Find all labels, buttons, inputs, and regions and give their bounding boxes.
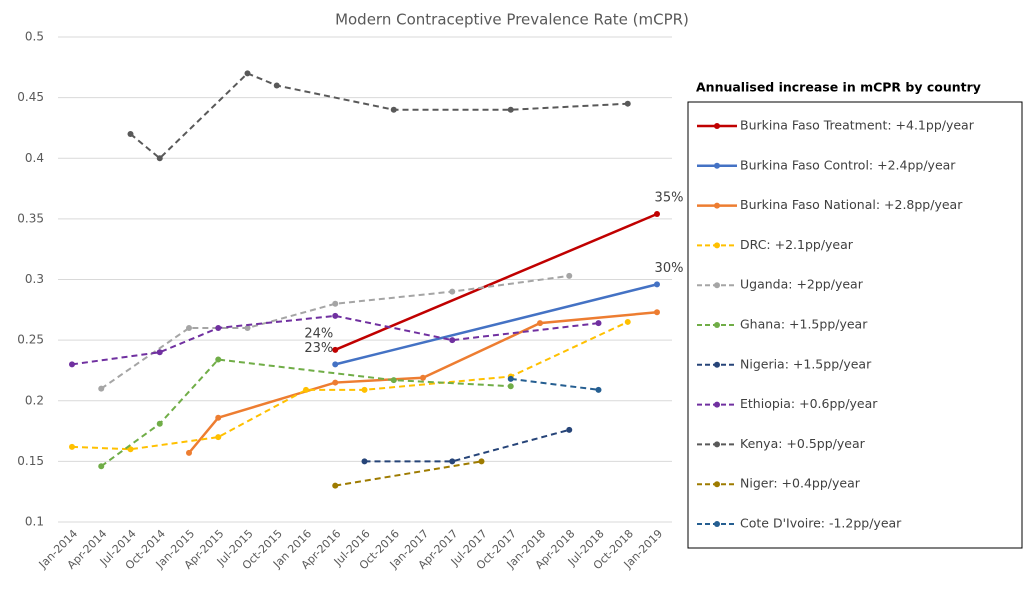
y-tick-label: 0.45 [17, 90, 44, 104]
y-tick-label: 0.3 [25, 272, 44, 286]
data-point [98, 463, 105, 470]
legend-label: Ethiopia: +0.6pp/year [740, 396, 878, 411]
data-point [420, 374, 426, 381]
data-point [478, 458, 485, 465]
data-point [273, 82, 280, 89]
legend-label: Burkina Faso Control: +2.4pp/year [740, 157, 956, 172]
data-point [654, 281, 660, 288]
series-line [334, 212, 658, 351]
legend-label: Uganda: +2pp/year [740, 277, 864, 292]
data-point [566, 426, 573, 433]
data-point [595, 386, 602, 393]
series-line [71, 321, 629, 451]
y-tick-label: 0.1 [25, 515, 44, 529]
series-line [188, 310, 658, 454]
data-point [215, 325, 222, 331]
data-point [127, 446, 134, 453]
legend-label: Nigeria: +1.5pp/year [740, 356, 872, 371]
data-point [449, 458, 456, 465]
data-point [303, 386, 309, 393]
data-point [244, 70, 251, 77]
data-point [449, 337, 456, 344]
legend-marker [714, 521, 720, 527]
data-point [215, 414, 222, 421]
data-point [449, 288, 456, 295]
legend-marker [714, 441, 720, 448]
legend-label: Burkina Faso Treatment: +4.1pp/year [740, 118, 975, 133]
data-label: 30% [655, 261, 684, 276]
data-point [127, 131, 134, 137]
legend-label: Cote D'Ivoire: -1.2pp/year [740, 516, 902, 531]
data-point [332, 346, 339, 353]
data-point [654, 211, 660, 218]
legend-label: Kenya: +0.5pp/year [740, 436, 866, 451]
legend-marker [714, 162, 720, 169]
legend-marker [714, 123, 720, 129]
legend-marker [714, 401, 720, 408]
legend-marker [714, 481, 720, 488]
legend-marker [714, 361, 720, 368]
series-line [100, 358, 511, 468]
series-line [129, 72, 628, 160]
y-tick-label: 0.25 [17, 333, 44, 347]
data-point [215, 356, 222, 363]
y-tick-label: 0.5 [25, 30, 44, 44]
y-tick-label: 0.15 [17, 454, 44, 468]
data-point [390, 377, 397, 384]
series-line [364, 428, 570, 463]
data-point [69, 443, 75, 450]
legend-marker [714, 242, 720, 249]
data-point [332, 361, 339, 368]
data-point [507, 106, 514, 113]
chart-title: Modern Contraceptive Prevalence Rate (mC… [335, 11, 689, 29]
data-point [156, 349, 163, 356]
data-point [69, 361, 75, 368]
data-point [332, 312, 339, 319]
data-label: 23% [304, 341, 333, 356]
data-point [595, 320, 602, 327]
data-point [332, 300, 339, 307]
y-tick-label: 0.2 [25, 393, 44, 407]
data-label: 24% [304, 326, 333, 341]
legend-marker [714, 202, 720, 209]
data-point [98, 385, 105, 392]
data-point [624, 100, 631, 107]
data-point [156, 155, 163, 162]
legend-label: DRC: +2.1pp/year [740, 237, 854, 252]
data-point [624, 318, 631, 325]
data-point [215, 434, 222, 441]
series-line [71, 314, 599, 366]
series-line [510, 377, 599, 391]
y-tick-label: 0.4 [25, 151, 44, 165]
data-point [507, 383, 514, 390]
data-point [566, 272, 573, 279]
data-point [361, 386, 368, 393]
series-line [334, 283, 658, 366]
data-point [507, 375, 514, 382]
legend-label: Burkina Faso National: +2.8pp/year [740, 197, 963, 212]
legend-label: Ghana: +1.5pp/year [740, 317, 868, 332]
data-point [186, 449, 192, 456]
data-point [156, 420, 163, 427]
legend-marker [714, 282, 720, 289]
data-point [537, 320, 543, 327]
series-line [100, 274, 570, 390]
data-point [244, 325, 251, 331]
data-point [332, 379, 339, 386]
legend-marker [714, 322, 720, 328]
legend-box [687, 101, 1023, 549]
legend-title: Annualised increase in mCPR by country [696, 80, 981, 95]
data-point [361, 458, 368, 465]
data-point [332, 482, 339, 489]
data-point [186, 325, 192, 331]
y-tick-label: 0.35 [17, 211, 44, 225]
data-label: 35% [655, 191, 684, 206]
series-line [335, 460, 482, 487]
data-point [654, 309, 660, 316]
legend-label: Niger: +0.4pp/year [740, 476, 861, 491]
data-point [390, 106, 397, 113]
